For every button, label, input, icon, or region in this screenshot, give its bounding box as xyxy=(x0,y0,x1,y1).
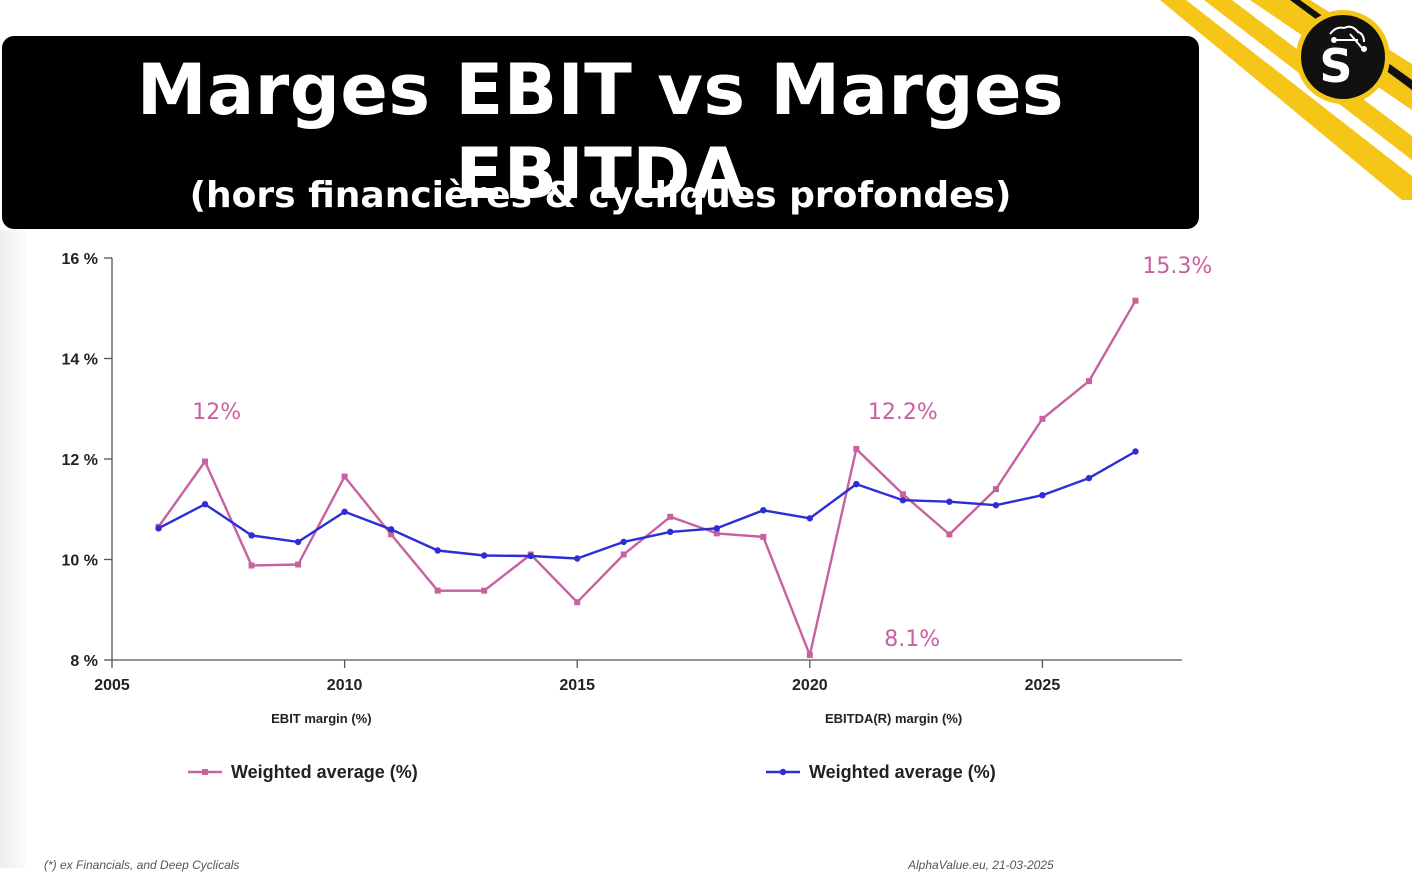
page-subtitle: (hors financières & cycliques profondes) xyxy=(189,175,1012,216)
x-tick-label: 2015 xyxy=(559,677,595,694)
data-point xyxy=(1039,491,1046,499)
y-tick-label: 14 % xyxy=(62,352,98,369)
data-point xyxy=(853,445,860,452)
data-point xyxy=(946,498,953,505)
data-point xyxy=(295,561,302,568)
chart-ticks: 16 % 14 % 12 % 10 % 8 % 2005 2010 2015 2020 2025 E… xyxy=(62,251,1061,726)
data-point xyxy=(1085,474,1093,482)
data-point xyxy=(946,531,953,538)
data-point xyxy=(667,513,674,520)
data-point xyxy=(853,480,860,488)
data-point xyxy=(341,508,348,515)
logo-disc xyxy=(1301,15,1385,99)
legend-swatch-marker xyxy=(202,769,208,775)
x-tick-label: 2020 xyxy=(792,677,828,694)
data-point xyxy=(1132,297,1139,304)
series-line-1 xyxy=(157,450,1137,560)
data-point xyxy=(1132,448,1139,455)
data-point xyxy=(806,651,813,658)
data-point xyxy=(294,538,302,546)
annotation-label: 8.1% xyxy=(884,627,940,652)
data-point xyxy=(760,507,767,514)
data-point xyxy=(992,502,1000,509)
data-point xyxy=(806,515,814,522)
data-point xyxy=(1085,378,1092,385)
data-point xyxy=(202,458,209,465)
data-point xyxy=(899,497,907,504)
data-point xyxy=(1039,415,1046,422)
circuit-brain-icon xyxy=(1329,25,1367,52)
chart-axes xyxy=(111,258,1182,661)
x-tick-label: 2025 xyxy=(1025,677,1061,694)
data-point xyxy=(992,486,999,493)
data-point xyxy=(155,525,162,532)
footnote-right: AlphaValue.eu, 21-03-2025 xyxy=(908,858,1054,872)
x-tick-label: 2005 xyxy=(94,677,130,694)
page-title: Marges EBIT vs Marges EBITDA xyxy=(136,49,1065,215)
brand-logo: S xyxy=(1160,0,1412,200)
y-tick-label: 12 % xyxy=(62,452,98,469)
footnote-left: (*) ex Financials, and Deep Cyclicals xyxy=(44,858,240,872)
series-line-0 xyxy=(157,300,1137,657)
background-fade xyxy=(0,230,26,868)
data-point xyxy=(388,531,395,538)
data-point xyxy=(387,526,395,533)
annotation-label: 12% xyxy=(192,400,241,425)
data-point xyxy=(434,587,441,594)
y-tick-label: 16 % xyxy=(62,251,98,268)
x-tick-label: 2010 xyxy=(327,677,363,694)
y-tick-label: 10 % xyxy=(62,553,98,570)
data-point xyxy=(527,552,534,560)
data-point xyxy=(574,599,581,606)
chart-series xyxy=(155,297,1139,658)
data-point xyxy=(620,538,627,546)
axis-sublabel: EBITDA(R) margin (%) xyxy=(825,711,962,726)
legend-label: Weighted average (%) xyxy=(809,762,996,782)
chart-annotations: 12% 12.2% 8.1% 15.3% xyxy=(192,254,1212,652)
logo-letter: S xyxy=(1319,39,1352,93)
annotation-label: 15.3% xyxy=(1142,254,1212,279)
data-point xyxy=(480,552,488,559)
data-point xyxy=(713,530,720,537)
data-point xyxy=(248,562,255,569)
y-tick-label: 8 % xyxy=(70,653,98,670)
data-point xyxy=(574,555,581,562)
data-point xyxy=(341,473,348,480)
data-point xyxy=(899,491,906,498)
data-point xyxy=(434,547,441,554)
data-point xyxy=(713,525,720,532)
annotation-label: 12.2% xyxy=(868,400,938,425)
data-point xyxy=(248,532,255,539)
chart-legend: Weighted average (%) Weighted average (%) xyxy=(188,762,996,782)
title-banner: Marges EBIT vs Marges EBITDA (hors finan… xyxy=(2,36,1199,229)
yellow-stripe xyxy=(1160,0,1412,200)
data-point xyxy=(201,501,209,508)
data-point xyxy=(620,551,627,558)
data-point xyxy=(760,533,767,540)
legend-swatch-marker xyxy=(779,768,787,776)
data-point xyxy=(667,528,674,536)
axis-sublabel: EBIT margin (%) xyxy=(271,711,371,726)
legend-label: Weighted average (%) xyxy=(231,762,418,782)
data-point xyxy=(481,587,488,594)
